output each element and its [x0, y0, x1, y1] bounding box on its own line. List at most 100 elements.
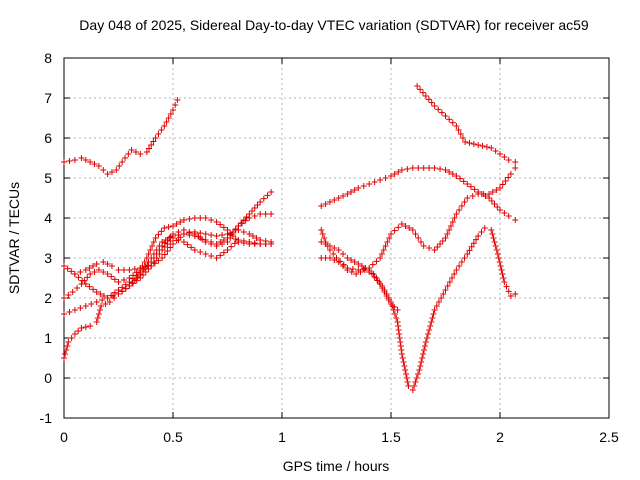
data-point: [260, 195, 267, 202]
data-point: [419, 355, 426, 361]
data-point: [91, 269, 98, 275]
data-point: [197, 230, 204, 236]
data-point: [438, 109, 445, 116]
data-point: [150, 239, 157, 245]
data-point: [400, 359, 407, 365]
data-point: [507, 293, 514, 299]
data-point: [512, 165, 519, 171]
data-point: [469, 193, 476, 199]
series-sat-i: [318, 225, 519, 393]
data-point: [495, 255, 502, 261]
data-point: [113, 167, 120, 173]
data-point: [383, 293, 390, 299]
data-point: [344, 267, 351, 273]
data-point: [213, 255, 220, 261]
data-point: [95, 311, 102, 317]
data-point: [64, 265, 71, 272]
data-point: [431, 247, 438, 253]
data-point: [335, 195, 342, 201]
data-point: [71, 331, 78, 337]
data-point: [412, 379, 419, 385]
chart-title: Day 048 of 2025, Sidereal Day-to-day VTE…: [79, 17, 589, 33]
data-point: [128, 147, 135, 153]
data-point: [93, 261, 100, 267]
data-point: [159, 247, 166, 253]
data-point: [322, 241, 329, 247]
data-point: [120, 277, 127, 283]
data-point: [330, 251, 337, 257]
data-point: [483, 144, 490, 150]
data-point: [119, 159, 126, 165]
data-point: [88, 301, 95, 307]
data-point: [488, 145, 495, 151]
data-point: [488, 198, 495, 204]
tick-labels: 0 0.5 1 1.5 2 2.5 -1 0 1 2 3 4 5 6 7 8: [40, 50, 619, 445]
data-point: [159, 255, 166, 261]
data-point: [394, 319, 401, 325]
data-point: [94, 315, 101, 321]
data-point: [229, 229, 236, 235]
data-point: [62, 351, 69, 357]
data-point: [340, 251, 347, 257]
data-point: [398, 221, 405, 227]
data-point: [137, 265, 144, 271]
data-point: [186, 230, 193, 236]
data-point: [131, 266, 138, 272]
data-point: [174, 97, 181, 103]
data-point: [262, 211, 269, 217]
data-point: [442, 113, 449, 119]
data-point: [170, 241, 176, 247]
x-tick-label: 1.5: [381, 429, 401, 445]
data-point: [512, 291, 519, 297]
data-point: [164, 241, 171, 247]
data-point: [155, 257, 162, 264]
data-point: [119, 288, 126, 295]
data-point: [130, 280, 137, 287]
data-point: [321, 235, 328, 241]
data-point: [102, 301, 109, 307]
data-point: [78, 155, 85, 161]
data-point: [501, 279, 508, 285]
data-point: [488, 227, 495, 233]
data-point: [186, 216, 193, 222]
data-point: [120, 267, 127, 273]
data-point: [220, 224, 227, 231]
data-point: [143, 149, 150, 155]
data-point: [457, 131, 464, 137]
data-point: [71, 157, 78, 163]
data-point: [335, 259, 342, 265]
data-point: [100, 167, 107, 173]
data-point: [213, 219, 220, 225]
data-point: [377, 255, 384, 261]
data-point: [498, 267, 505, 273]
data-point: [100, 293, 107, 299]
data-point: [262, 238, 269, 244]
data-point: [227, 230, 234, 236]
data-point: [146, 145, 153, 152]
data-point: [353, 271, 360, 277]
data-point: [202, 239, 209, 245]
y-tick-label: 1: [44, 330, 52, 346]
data-point: [93, 299, 100, 305]
data-point: [257, 237, 264, 243]
data-point: [130, 272, 137, 279]
data-point: [435, 299, 442, 305]
data-point: [235, 237, 242, 243]
data-point: [125, 151, 132, 157]
grid: [64, 58, 609, 418]
data-point: [335, 247, 342, 253]
data-point: [340, 261, 347, 268]
data-point: [366, 181, 373, 187]
data-point: [497, 263, 504, 269]
data-point: [87, 271, 94, 277]
data-point: [208, 253, 215, 259]
data-point: [406, 225, 413, 231]
data-point: [461, 199, 468, 205]
data-point: [151, 260, 158, 267]
data-point: [322, 201, 329, 207]
data-point: [405, 383, 412, 389]
data-point: [475, 233, 482, 239]
data-point: [251, 213, 258, 219]
data-point: [371, 179, 378, 185]
